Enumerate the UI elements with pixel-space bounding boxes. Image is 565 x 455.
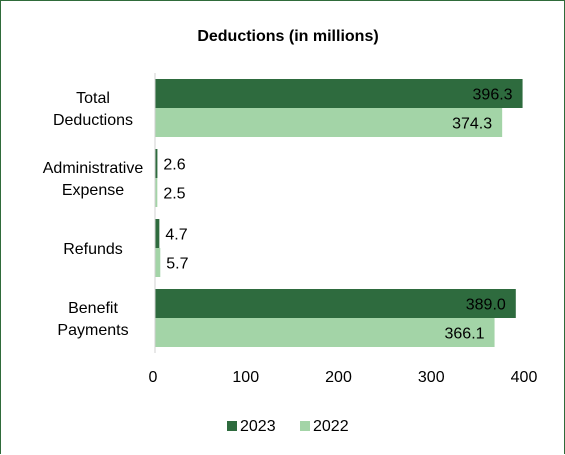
x-tick-label-3: 300: [418, 369, 445, 386]
x-tick-label-4: 400: [511, 369, 538, 386]
bar-2023-2: [155, 219, 160, 248]
category-label-0: Total Deductions: [53, 90, 133, 129]
data-label-2023-1: 2.6: [163, 157, 185, 174]
legend-label-2022: 2022: [313, 418, 349, 435]
data-labels-group: 396.3 374.3 2.6 2.5 4.7 5.7 389.0 366.1: [163, 87, 512, 343]
category-label-1: Administrative Expense: [43, 160, 144, 199]
legend-swatch-2023: [227, 421, 237, 431]
legend-label-2023: 2023: [240, 418, 276, 435]
data-label-2022-3: 366.1: [445, 326, 485, 343]
data-label-2023-0: 396.3: [473, 87, 513, 104]
category-label-3: Benefit Payments: [57, 300, 128, 339]
bar-2022-2: [155, 248, 161, 277]
bar-2023-1: [155, 149, 158, 178]
chart-title: Deductions (in millions): [197, 28, 378, 45]
data-label-2022-1: 2.5: [163, 186, 185, 203]
legend-swatch-2022: [300, 421, 310, 431]
data-label-2023-2: 4.7: [165, 227, 187, 244]
bar-2022-1: [155, 178, 158, 207]
category-label-2: Refunds: [63, 241, 123, 258]
x-tick-labels-group: 0 100 200 300 400: [149, 369, 538, 386]
data-label-2022-0: 374.3: [452, 116, 492, 133]
x-tick-label-2: 200: [325, 369, 352, 386]
bar-2023-3: [155, 289, 516, 318]
x-tick-label-1: 100: [232, 369, 259, 386]
legend: 2023 2022: [227, 418, 349, 435]
data-label-2022-2: 5.7: [166, 256, 188, 273]
data-label-2023-3: 389.0: [466, 297, 506, 314]
x-tick-label-0: 0: [149, 369, 158, 386]
bar-2022-0: [155, 108, 503, 137]
bars-group: [155, 79, 523, 347]
bar-2022-3: [155, 318, 495, 347]
category-labels-group: Total Deductions Administrative Expense Refu…: [43, 90, 144, 339]
bar-2023-0: [155, 79, 523, 108]
